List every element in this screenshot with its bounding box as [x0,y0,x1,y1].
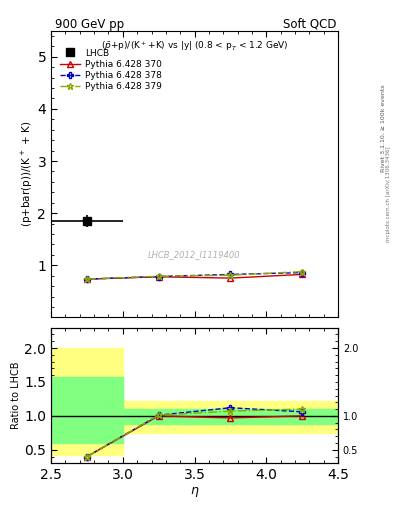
Text: ($\bar{p}$+p)/(K$^+$+K) vs |y| (0.8 < p$_T$ < 1.2 GeV): ($\bar{p}$+p)/(K$^+$+K) vs |y| (0.8 < p$… [101,39,288,53]
X-axis label: $\eta$: $\eta$ [190,485,199,499]
Y-axis label: Ratio to LHCB: Ratio to LHCB [11,362,22,429]
Y-axis label: (p+bar(p))/(K$^+$ + K): (p+bar(p))/(K$^+$ + K) [20,121,35,227]
Text: 900 GeV pp: 900 GeV pp [55,18,124,31]
Text: LHCB_2012_I1119400: LHCB_2012_I1119400 [148,250,241,259]
Text: mcplots.cern.ch [arXiv:1306.3436]: mcplots.cern.ch [arXiv:1306.3436] [386,147,391,242]
Text: Rivet 3.1.10, ≥ 100k events: Rivet 3.1.10, ≥ 100k events [381,84,386,172]
Text: Soft QCD: Soft QCD [283,18,336,31]
Legend: LHCB, Pythia 6.428 370, Pythia 6.428 378, Pythia 6.428 379: LHCB, Pythia 6.428 370, Pythia 6.428 378… [59,47,163,93]
